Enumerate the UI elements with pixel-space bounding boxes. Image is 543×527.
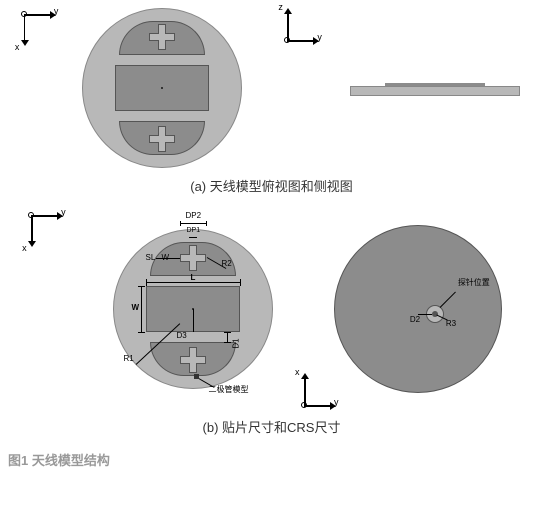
cross-bot-b [180,347,206,373]
side-patch [385,83,485,86]
axis-z-label: z [278,2,283,12]
axis-y-label: y [54,6,59,16]
panel-a-row: y x y z [8,8,535,168]
label-w: W [131,303,139,312]
label-l: L [190,273,195,282]
side-substrate [350,86,520,96]
figure-caption: 图1 天线模型结构 [8,450,535,469]
label-dp1: DP1 [186,227,200,234]
axes-a-right: y z [281,8,325,52]
label-r1: R1 [123,354,133,363]
label-d3: D3 [176,331,186,340]
axes-a-left: y x [18,8,62,52]
annotated-top-view: DP2 DP1 SL W R2 L W R1 D3 D1 二 [103,209,283,409]
axis-x2-label: x [22,243,27,253]
cross-slot-top [149,24,175,50]
panel-b-row: y x DP2 DP1 SL W [8,209,535,409]
label-sl: SL [145,253,155,262]
axes-b-ground: y x [298,373,342,417]
cross-slot-bottom [149,126,175,152]
cross-top-b [180,245,206,271]
label-r3: R3 [446,319,456,328]
label-probe: 探针位置 [458,277,490,288]
axis-y4-label: y [334,397,339,407]
axis-x-label: x [15,42,20,52]
axis-y3-label: y [61,207,66,217]
axis-y2-label: y [317,32,322,42]
axes-b-left: y x [25,209,69,253]
panel-b-caption: (b) 贴片尺寸和CRS尺寸 [8,417,535,436]
top-view-diagram [82,8,242,168]
label-d1: D1 [232,338,241,348]
axis-x3-label: x [295,367,300,377]
label-d2: D2 [410,315,420,324]
panel-a-caption: (a) 天线模型俯视图和侧视图 [8,176,535,195]
side-view-diagram [345,58,525,118]
label-dp2: DP2 [185,211,201,220]
label-diode: 二极管模型 [208,384,248,395]
